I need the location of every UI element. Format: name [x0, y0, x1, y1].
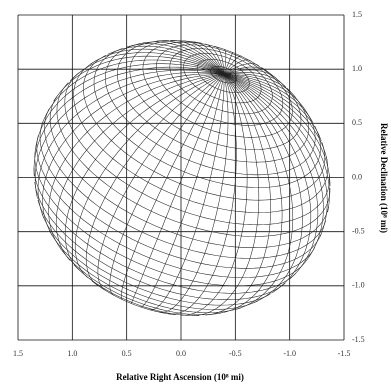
mesh-line	[34, 69, 224, 199]
mesh-line	[168, 74, 237, 315]
mesh-line	[85, 73, 225, 286]
mesh-line	[223, 66, 268, 75]
mesh-line	[74, 73, 224, 278]
mesh-line	[170, 40, 225, 75]
mesh-line	[42, 73, 224, 236]
mesh-line	[223, 73, 296, 98]
mesh-line	[223, 73, 328, 161]
mesh-line	[223, 73, 328, 238]
mesh-line	[223, 73, 314, 123]
mesh-line	[97, 73, 225, 291]
mesh-line	[48, 73, 224, 250]
mesh-line	[142, 41, 225, 75]
mesh-line	[183, 40, 225, 75]
mesh-line	[117, 40, 307, 163]
mesh-line	[223, 73, 322, 141]
mesh-line	[205, 74, 271, 316]
mesh-line	[129, 40, 300, 150]
mesh-line	[219, 74, 283, 314]
mesh-line	[223, 59, 251, 75]
mesh-line	[223, 73, 312, 294]
mesh-line	[73, 61, 326, 213]
mesh-line	[55, 73, 224, 261]
mesh-line	[149, 74, 225, 311]
x-tick-label: -1.5	[338, 349, 351, 358]
x-tick-label: 1.5	[13, 349, 23, 358]
mesh-line	[159, 74, 229, 313]
mesh-line	[324, 155, 329, 183]
mesh-line	[223, 55, 242, 75]
mesh-line	[37, 72, 224, 218]
x-axis-title: Relative Right Ascension (10⁸ mi)	[116, 372, 244, 382]
mesh-line	[223, 73, 303, 303]
mesh-line	[223, 69, 277, 79]
y-tick-label: -1.0	[352, 281, 365, 290]
x-tick-label: 0.5	[122, 349, 132, 358]
mesh-line	[53, 55, 225, 102]
mesh-line	[120, 74, 225, 301]
mesh-line	[140, 74, 225, 308]
mesh-line	[64, 72, 328, 226]
mesh-line	[223, 48, 227, 75]
mesh-line	[64, 73, 224, 271]
mesh-line	[44, 108, 325, 259]
mesh-line	[89, 48, 225, 75]
mesh-line	[223, 73, 305, 109]
x-tick-label: 1.0	[67, 349, 77, 358]
y-tick-label: 1.5	[352, 10, 362, 19]
mesh-line	[93, 48, 319, 188]
mesh-line	[223, 73, 324, 260]
mesh-line	[69, 52, 225, 82]
mesh-line	[83, 54, 323, 201]
mesh-line	[156, 40, 225, 75]
mesh-line	[180, 74, 248, 316]
mesh-line	[223, 73, 330, 213]
mesh-line	[105, 42, 314, 176]
mesh-line	[107, 45, 225, 75]
y-axis-title: Relative Declination (10⁸ mi)	[379, 123, 389, 233]
y-tick-label: 0.5	[352, 118, 362, 127]
mesh-line	[286, 87, 309, 140]
mesh-line	[223, 73, 331, 186]
mesh-line	[204, 43, 225, 75]
mesh-line	[223, 63, 259, 75]
mesh-line	[33, 66, 224, 176]
mesh-line	[49, 96, 327, 248]
y-tick-label: -1.5	[352, 335, 365, 344]
mesh-line	[41, 59, 224, 125]
mesh-line	[321, 142, 326, 172]
mesh-line	[131, 74, 225, 304]
mesh-line	[223, 73, 294, 310]
mesh-line	[223, 73, 319, 280]
ellipsoid-mesh	[33, 40, 331, 316]
mesh-line	[223, 72, 287, 88]
mesh-line	[223, 52, 233, 75]
y-tick-label: 1.0	[352, 64, 362, 73]
y-tick-label: -0.5	[352, 226, 365, 235]
mesh-line	[194, 41, 225, 75]
x-tick-label: -0.5	[229, 349, 242, 358]
mesh-line	[214, 45, 225, 75]
mesh-line	[35, 63, 224, 150]
x-tick-label: -1.0	[283, 349, 296, 358]
mesh-line	[191, 74, 260, 316]
y-tick-label: 0.0	[352, 172, 362, 181]
mesh-line	[126, 43, 225, 75]
x-tick-label: 0.0	[176, 349, 186, 358]
mesh-line	[109, 74, 225, 296]
